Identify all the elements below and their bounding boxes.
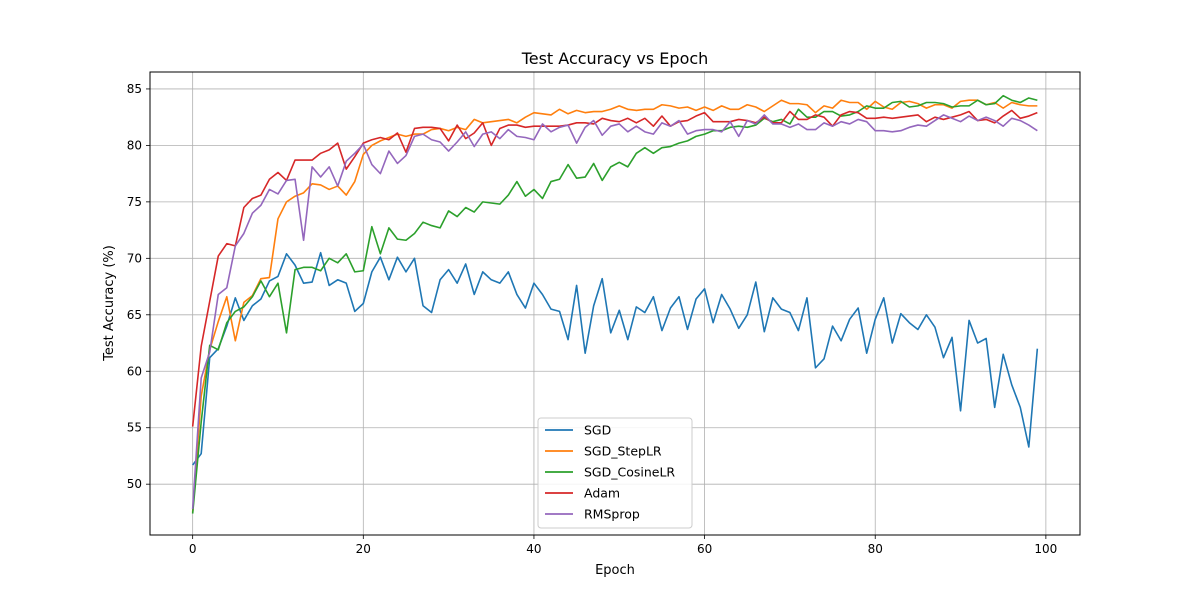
chart-title: Test Accuracy vs Epoch: [521, 49, 709, 68]
y-axis-label: Test Accuracy (%): [102, 245, 117, 362]
y-tick-label: 70: [127, 251, 142, 265]
series-lines: [191, 94, 1039, 514]
x-axis-label: Epoch: [595, 563, 635, 578]
x-tick-label: 60: [697, 542, 712, 556]
grid-lines: [150, 72, 1080, 535]
x-axis-ticks: 0 20 40 60 80 100: [189, 535, 1057, 556]
x-tick-label: 20: [356, 542, 371, 556]
legend-box: [537, 417, 693, 529]
series-line-sgd-steplr: [191, 99, 1038, 513]
legend-label-adam: Adam: [584, 486, 620, 501]
y-tick-label: 85: [127, 82, 142, 96]
y-tick-label: 50: [127, 477, 142, 491]
plot-frame: [149, 71, 1081, 536]
y-tick-label: 55: [127, 421, 142, 435]
y-tick-label: 80: [127, 138, 142, 152]
legend-label-sgd-cosinelr: SGD_CosineLR: [584, 465, 675, 480]
legend-label-sgd: SGD: [584, 423, 611, 438]
y-tick-label: 60: [127, 364, 142, 378]
series-line-sgd-cosinelr: [191, 94, 1038, 514]
x-tick-label: 0: [189, 542, 197, 556]
series-line-sgd: [192, 251, 1039, 466]
legend: SGD SGD_StepLR SGD_CosineLR Adam RMSprop: [537, 417, 693, 529]
x-tick-label: 80: [868, 542, 883, 556]
series-line-adam: [191, 109, 1038, 427]
y-axis-ticks: 50 55 60 65 70 75 80 85: [127, 82, 150, 491]
y-tick-label: 65: [127, 308, 142, 322]
legend-label-sgd-steplr: SGD_StepLR: [584, 444, 662, 459]
x-tick-label: 100: [1034, 542, 1057, 556]
x-tick-label: 40: [526, 542, 541, 556]
y-tick-label: 75: [127, 195, 142, 209]
series-line-rmsprop: [191, 114, 1038, 510]
legend-label-rmsprop: RMSprop: [584, 507, 640, 522]
